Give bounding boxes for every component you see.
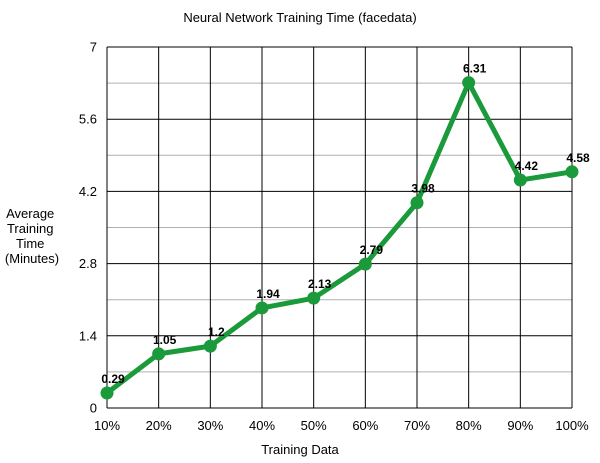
- gridlines: [106, 46, 573, 409]
- x-tick-label: 30%: [197, 418, 223, 433]
- data-point: [513, 173, 527, 187]
- y-tick-label: 7: [90, 40, 97, 55]
- x-tick-label: 20%: [146, 418, 172, 433]
- data-point: [203, 339, 217, 353]
- data-label: 1.94: [256, 287, 280, 301]
- x-axis-label: Training Data: [261, 442, 339, 457]
- data-label: 1.05: [153, 333, 177, 347]
- data-point: [462, 76, 476, 90]
- series-training-time: 0.29 1.05 1.2 1.94 2.13 2.79 3.98 6.31 4.42 4.58: [100, 62, 590, 400]
- data-point: [152, 347, 166, 361]
- y-axis-label-line-4: (Minutes): [5, 251, 59, 266]
- x-tick-label: 10%: [94, 418, 120, 433]
- x-tick-label: 60%: [352, 418, 378, 433]
- x-tick-label: 100%: [555, 418, 589, 433]
- y-axis-label-line-1: Average: [6, 206, 54, 221]
- data-label: 2.13: [308, 277, 332, 291]
- data-label: 1.2: [208, 325, 225, 339]
- y-tick-label: 4.2: [79, 184, 97, 199]
- data-point: [410, 196, 424, 210]
- y-axis-label-line-3: Time: [16, 236, 44, 251]
- x-tick-label: 70%: [404, 418, 430, 433]
- y-tick-label: 1.4: [79, 328, 97, 343]
- series-line: [105, 80, 573, 396]
- y-tick-label: 2.8: [79, 256, 97, 271]
- x-tick-label: 90%: [507, 418, 533, 433]
- x-tick-label: 50%: [301, 418, 327, 433]
- data-point: [100, 386, 114, 400]
- data-label: 3.98: [411, 182, 435, 196]
- y-axis-label-line-2: Training: [7, 221, 53, 236]
- data-label: 4.58: [566, 151, 590, 165]
- data-label: 4.42: [515, 159, 539, 173]
- x-tick-label: 40%: [249, 418, 275, 433]
- data-point: [307, 291, 321, 305]
- data-label: 6.31: [463, 62, 487, 76]
- data-point: [255, 301, 269, 315]
- y-axis-ticks: 0 1.4 2.8 4.2 5.6 7: [79, 40, 97, 416]
- y-tick-label: 5.6: [79, 112, 97, 127]
- chart-title: Neural Network Training Time (facedata): [183, 10, 416, 25]
- data-point: [358, 257, 372, 271]
- data-point: [565, 165, 579, 179]
- x-tick-label: 80%: [456, 418, 482, 433]
- data-label: 0.29: [101, 372, 125, 386]
- y-tick-label: 0: [90, 401, 97, 416]
- data-label: 2.79: [360, 243, 384, 257]
- y-axis-label: Average Training Time (Minutes): [5, 206, 59, 266]
- x-axis-ticks: 10% 20% 30% 40% 50% 60% 70% 80% 90% 100%: [94, 418, 589, 433]
